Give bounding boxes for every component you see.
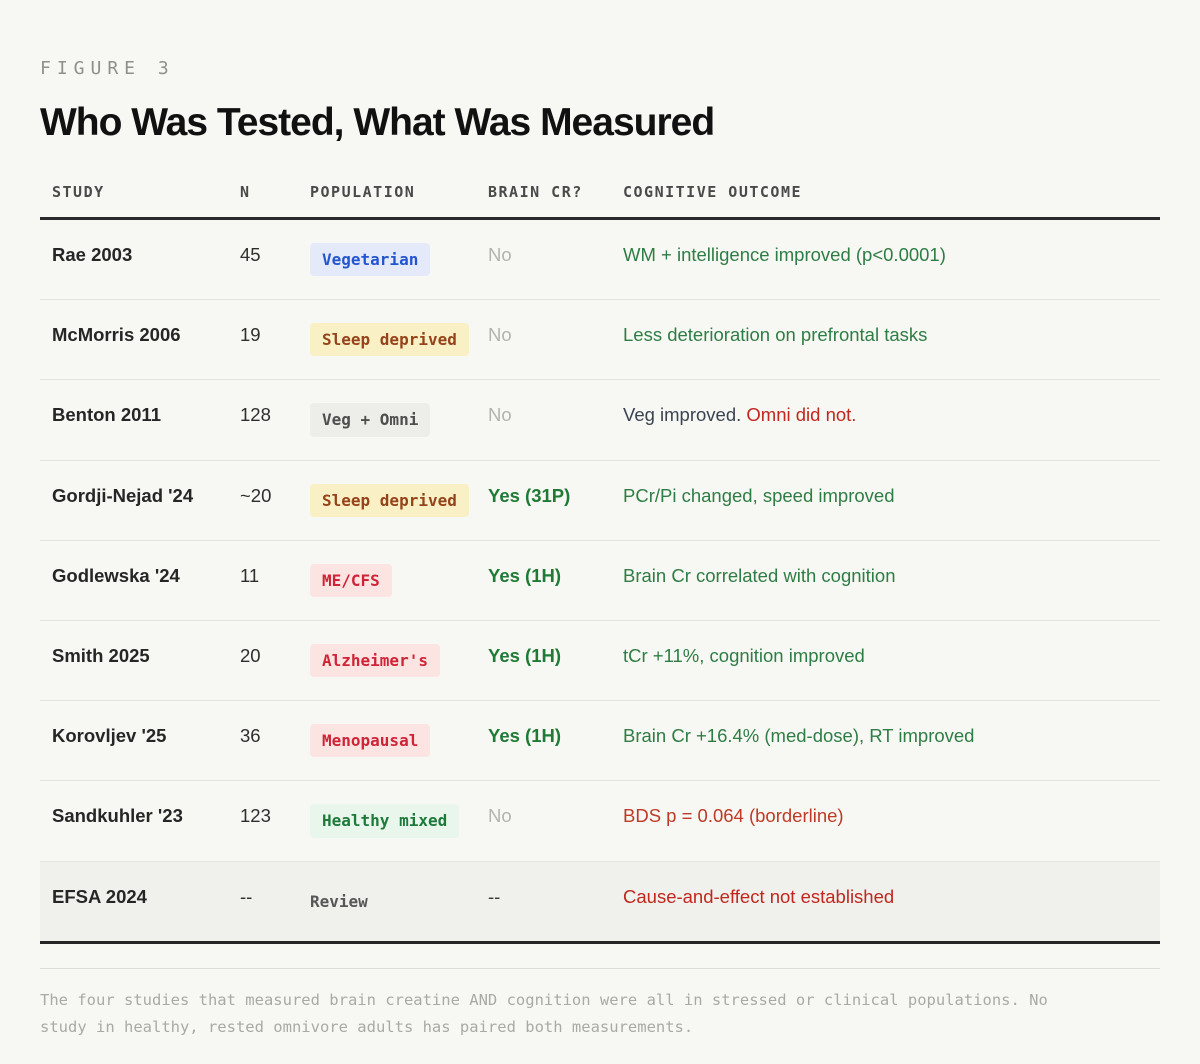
sample-size: 20 (240, 620, 310, 702)
sample-size: 45 (240, 218, 310, 301)
brain-cr-value: Yes (31P) (488, 460, 623, 541)
table-row: Smith 2025 20 Alzheimer's Yes (1H) tCr +… (40, 620, 1160, 702)
brain-cr-value: Yes (1H) (488, 620, 623, 702)
outcome-text: tCr +11%, cognition improved (623, 620, 1160, 702)
outcome-text: Less deterioration on prefrontal tasks (623, 299, 1160, 381)
population-badge: Alzheimer's (310, 643, 440, 678)
sample-size: 123 (240, 780, 310, 862)
outcome-text-secondary: Omni did not. (746, 404, 857, 426)
table-row: Rae 2003 45 Vegetarian No WM + intellige… (40, 218, 1160, 301)
column-header-outcome: COGNITIVE OUTCOME (623, 177, 1160, 220)
population-badge: Healthy mixed (310, 804, 460, 838)
table-row: Benton 2011 128 Veg + Omni No Veg improv… (40, 379, 1160, 461)
table-row-review: EFSA 2024 -- Review -- Cause-and-effect … (40, 861, 1160, 944)
figure-label: FIGURE 3 (40, 58, 175, 79)
brain-cr-value: Yes (1H) (488, 540, 623, 621)
table-row: Sandkuhler '23 123 Healthy mixed No BDS … (40, 780, 1160, 862)
column-header-study: STUDY (40, 177, 240, 220)
sample-size: 128 (240, 379, 310, 461)
population-badge: Menopausal (310, 724, 431, 758)
population-badge: ME/CFS (310, 563, 392, 597)
table-header: STUDY N POPULATION BRAIN CR? COGNITIVE O… (40, 177, 1160, 220)
population-badge: Veg + Omni (310, 403, 431, 437)
sample-size: 19 (240, 299, 310, 381)
study-name: Sandkuhler '23 (40, 780, 240, 862)
outcome-text: Veg improved. Omni did not. (623, 379, 1160, 461)
outcome-text-primary: Veg improved. (623, 404, 747, 426)
sample-size: 36 (240, 700, 310, 782)
study-name: Rae 2003 (40, 218, 240, 301)
population-badge: Vegetarian (310, 243, 431, 277)
brain-cr-value: No (488, 379, 623, 461)
population-badge: Review (310, 891, 368, 911)
outcome-text: BDS p = 0.064 (borderline) (623, 780, 1160, 862)
figure-page: FIGURE 3 Who Was Tested, What Was Measur… (40, 58, 1160, 1041)
column-header-n: N (240, 177, 310, 220)
sample-size: ~20 (240, 460, 310, 541)
outcome-text: WM + intelligence improved (p<0.0001) (623, 218, 1160, 301)
column-header-brain-cr: BRAIN CR? (488, 177, 623, 220)
table-row: McMorris 2006 19 Sleep deprived No Less … (40, 299, 1160, 381)
footnote-section: The four studies that measured brain cre… (40, 967, 1160, 1041)
table-row: Gordji-Nejad '24 ~20 Sleep deprived Yes … (40, 460, 1160, 541)
brain-cr-value: No (488, 218, 623, 301)
studies-table: STUDY N POPULATION BRAIN CR? COGNITIVE O… (40, 177, 1160, 944)
population-badge: Sleep deprived (310, 323, 469, 357)
study-name: Benton 2011 (40, 379, 240, 461)
outcome-text: Cause-and-effect not established (623, 861, 1160, 944)
table-row: Korovljev '25 36 Menopausal Yes (1H) Bra… (40, 700, 1160, 782)
brain-cr-value: -- (488, 861, 623, 944)
study-name: Smith 2025 (40, 620, 240, 702)
study-name: Korovljev '25 (40, 700, 240, 782)
footnote-text: The four studies that measured brain cre… (40, 990, 1048, 1036)
study-name: McMorris 2006 (40, 299, 240, 381)
column-header-population: POPULATION (310, 177, 488, 220)
study-name: Godlewska '24 (40, 540, 240, 621)
outcome-text: PCr/Pi changed, speed improved (623, 460, 1160, 541)
page-title: Who Was Tested, What Was Measured (40, 101, 715, 144)
brain-cr-value: No (488, 299, 623, 381)
sample-size: 11 (240, 540, 310, 621)
brain-cr-value: No (488, 780, 623, 862)
study-name: Gordji-Nejad '24 (40, 460, 240, 541)
table-row: Godlewska '24 11 ME/CFS Yes (1H) Brain C… (40, 540, 1160, 621)
outcome-text: Brain Cr +16.4% (med-dose), RT improved (623, 700, 1160, 782)
sample-size: -- (240, 861, 310, 944)
study-name: EFSA 2024 (40, 861, 240, 944)
population-badge: Sleep deprived (310, 483, 469, 517)
outcome-text: Brain Cr correlated with cognition (623, 540, 1160, 621)
brain-cr-value: Yes (1H) (488, 700, 623, 782)
